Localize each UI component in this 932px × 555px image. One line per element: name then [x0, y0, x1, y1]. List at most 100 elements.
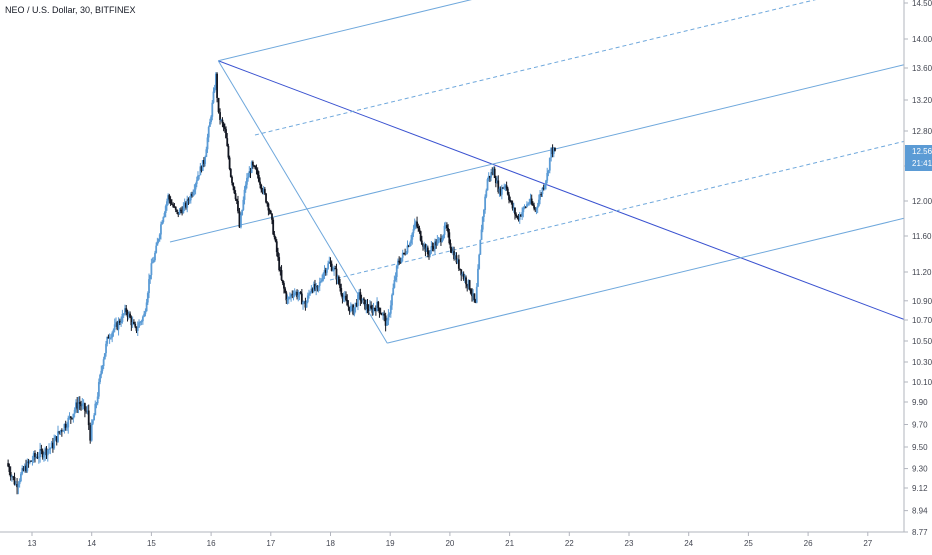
time-tick-label: 21	[505, 539, 514, 548]
candle-body	[280, 270, 283, 280]
candle-body	[43, 454, 45, 458]
candle-body	[299, 292, 302, 294]
candle-body	[67, 417, 70, 428]
candle-body	[404, 253, 407, 255]
candle-body	[420, 240, 423, 245]
candle-body	[212, 91, 215, 103]
candle-body	[379, 313, 382, 315]
candle-body	[457, 259, 460, 269]
candle-body	[131, 321, 134, 326]
candle-body	[21, 468, 24, 474]
candle-body	[533, 205, 535, 209]
candle-body	[397, 260, 399, 266]
candle-body	[94, 403, 97, 416]
candle-body	[155, 245, 158, 253]
candle-body	[331, 270, 334, 272]
candle-body	[227, 146, 230, 158]
candle-body	[216, 73, 218, 98]
candle-body	[526, 204, 528, 207]
candle-body	[22, 468, 25, 471]
candle-body	[265, 193, 267, 203]
candle-body	[72, 413, 75, 419]
candle-body	[333, 268, 335, 271]
candle-body	[41, 450, 44, 458]
candle-body	[431, 246, 434, 248]
candle-body	[441, 239, 444, 242]
candle-body	[494, 177, 497, 184]
candle-body	[269, 210, 272, 214]
candle-body	[210, 116, 212, 123]
last-price-marker: 12.56 21:41	[905, 145, 932, 171]
candle-body	[96, 396, 99, 404]
candle-body	[124, 308, 126, 314]
candle-body	[499, 188, 502, 195]
candle-body	[162, 217, 165, 222]
candle-body	[103, 353, 106, 360]
candle-body	[369, 305, 371, 311]
time-tick-label: 23	[625, 539, 634, 548]
time-tick-label: 15	[147, 539, 156, 548]
candle-body	[173, 206, 176, 208]
candle-body	[451, 251, 454, 253]
candle-body	[462, 273, 465, 280]
candle-body	[463, 277, 466, 280]
candle-body	[527, 203, 530, 205]
candle-body	[311, 288, 314, 292]
candle-body	[438, 238, 441, 240]
candle-body	[478, 254, 481, 269]
candle-body	[283, 283, 285, 289]
candle-body	[380, 313, 383, 316]
candle-body	[317, 285, 320, 288]
candle-body	[241, 209, 244, 216]
candle-body	[401, 252, 404, 258]
candle-body	[145, 302, 148, 312]
candle-body	[267, 203, 270, 211]
candle-body	[48, 448, 50, 450]
candle-body	[174, 206, 177, 210]
candle-body	[138, 322, 140, 328]
time-axis[interactable]: 13 14 15 16 17 18 19 20 21 22 23 24 25 26 27	[28, 532, 873, 548]
candle-body	[316, 285, 319, 288]
candle-body	[469, 289, 472, 294]
candle-body	[262, 188, 265, 192]
candle-body	[176, 209, 178, 212]
candle-body	[297, 295, 300, 298]
candle-body	[477, 268, 479, 287]
countdown-label: 21:41	[912, 159, 932, 168]
candle-body	[141, 316, 144, 322]
candle-body	[105, 343, 107, 354]
candle-body	[320, 281, 322, 283]
candle-body	[378, 307, 381, 314]
candle-body	[355, 302, 358, 306]
candle-body	[130, 317, 133, 326]
candle-body	[395, 265, 398, 277]
candle-body	[329, 261, 332, 264]
candle-body	[483, 209, 485, 217]
candle-body	[432, 246, 435, 250]
candle-body	[411, 233, 414, 240]
candle-body	[321, 279, 324, 282]
candle-body	[238, 211, 241, 228]
candle-body	[279, 270, 282, 272]
time-tick-label: 16	[207, 539, 216, 548]
candle-body	[143, 313, 146, 317]
candle-body	[181, 210, 184, 214]
candle-body	[12, 476, 15, 478]
candle-body	[203, 160, 205, 164]
candle-body	[60, 430, 63, 432]
candle-body	[107, 336, 110, 339]
candle-body	[363, 298, 365, 300]
candle-body	[234, 193, 237, 200]
candle-body	[367, 308, 370, 311]
candle-body	[275, 241, 278, 253]
candle-body	[516, 215, 519, 218]
candle-body	[436, 239, 439, 246]
candle-body	[399, 262, 402, 264]
candle-body	[493, 168, 496, 178]
time-tick-label: 20	[445, 539, 454, 548]
candle-body	[348, 306, 351, 312]
channel-line-dashed-upper	[254, 0, 817, 136]
candle-body	[506, 188, 509, 195]
